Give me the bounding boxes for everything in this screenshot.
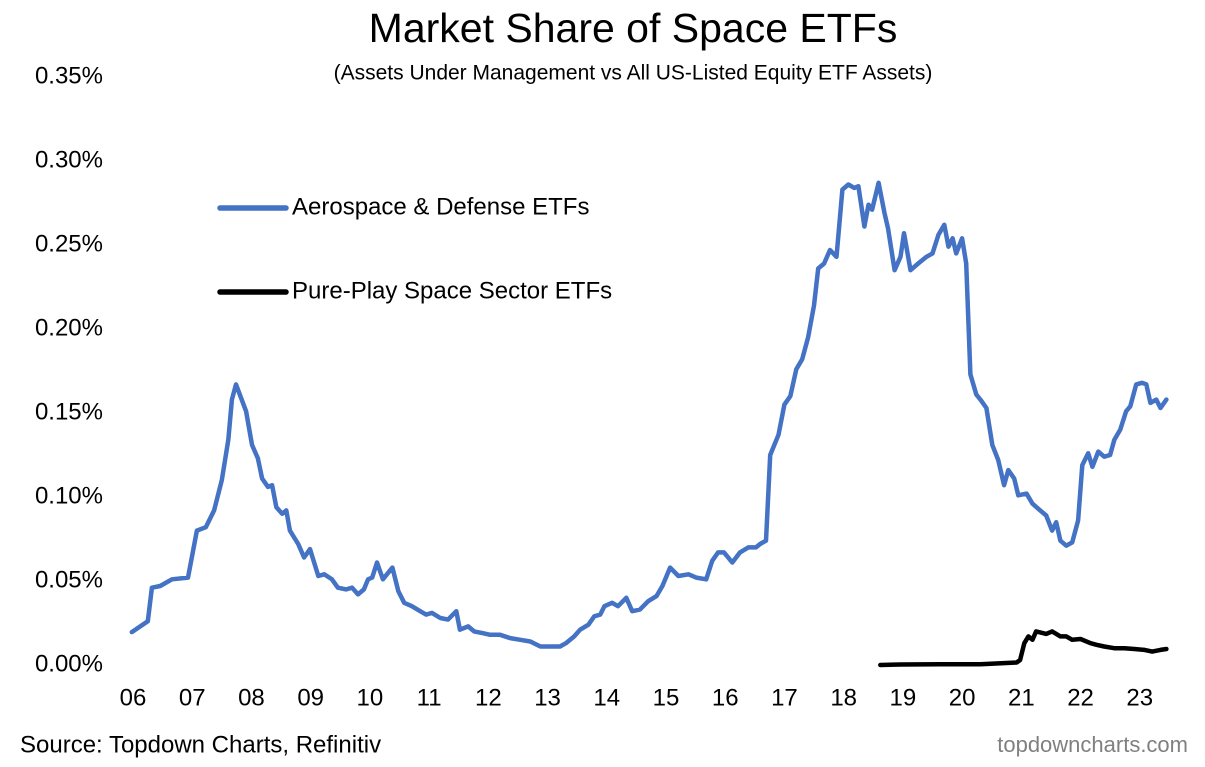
- x-tick-label: 17: [771, 684, 798, 711]
- x-tick-label: 14: [593, 684, 620, 711]
- x-tick-label: 11: [417, 684, 442, 711]
- y-tick-label: 0.05%: [35, 566, 103, 593]
- chart-title: Market Share of Space ETFs: [369, 5, 898, 51]
- legend-label: Aerospace & Defense ETFs: [292, 193, 589, 220]
- x-tick-label: 20: [949, 684, 976, 711]
- x-tick-label: 16: [712, 684, 739, 711]
- x-tick-label: 19: [890, 684, 917, 711]
- watermark: topdowncharts.com: [997, 732, 1188, 757]
- source-note: Source: Topdown Charts, Refinitiv: [20, 731, 381, 758]
- x-tick-label: 07: [179, 684, 206, 711]
- chart-subtitle: (Assets Under Management vs All US-Liste…: [334, 62, 933, 85]
- x-tick-label: 06: [120, 684, 147, 711]
- data-line: [129, 180, 1169, 649]
- data-line: [878, 629, 1169, 668]
- x-tick-label: 08: [238, 684, 265, 711]
- y-tick-label: 0.35%: [35, 62, 103, 89]
- x-tick-label: 21: [1008, 684, 1035, 711]
- x-tick-label: 09: [297, 684, 324, 711]
- y-tick-label: 0.25%: [35, 230, 103, 257]
- x-tick-label: 18: [830, 684, 857, 711]
- x-tick-label: 12: [475, 684, 502, 711]
- x-tick-label: 23: [1126, 684, 1153, 711]
- x-tick-label: 13: [534, 684, 561, 711]
- y-tick-label: 0.20%: [35, 314, 103, 341]
- x-tick-label: 22: [1067, 684, 1094, 711]
- y-tick-label: 0.10%: [35, 482, 103, 509]
- y-tick-label: 0.15%: [35, 398, 103, 425]
- x-tick-label: 10: [357, 684, 384, 711]
- y-tick-label: 0.30%: [35, 146, 103, 173]
- x-tick-label: 15: [653, 684, 680, 711]
- y-tick-label: 0.00%: [35, 650, 103, 677]
- legend-label: Pure-Play Space Sector ETFs: [292, 277, 612, 304]
